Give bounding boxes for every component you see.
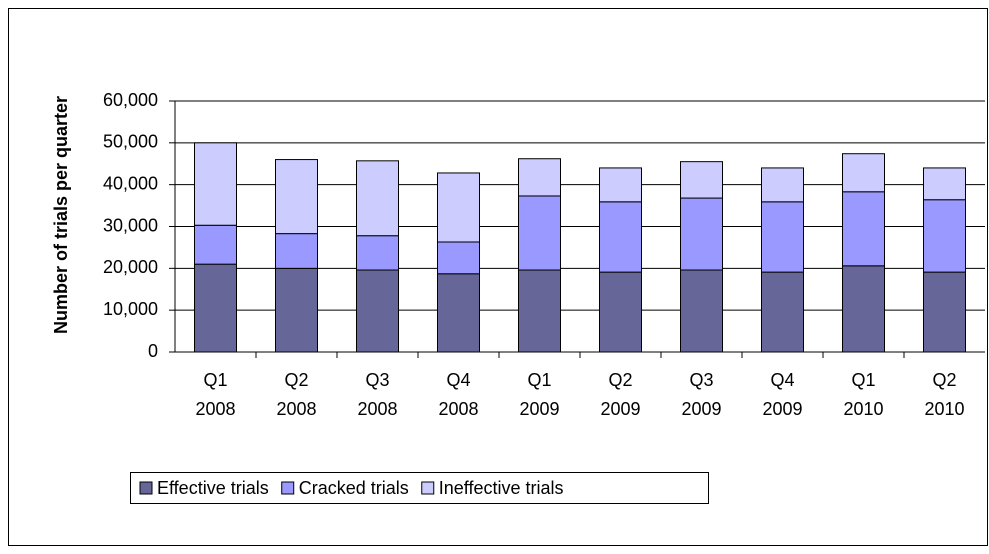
bar-segment: [842, 153, 885, 193]
bar-segment: [356, 160, 399, 237]
x-tick-label: Q1 2008: [195, 370, 235, 419]
bar-segment: [275, 233, 318, 269]
bar-segment: [437, 172, 480, 243]
x-tick-label: Q2 2008: [276, 370, 316, 419]
y-tick-label: 0: [148, 341, 158, 361]
bar-segment: [356, 269, 399, 353]
bar-segment: [923, 199, 966, 273]
bar-segment: [680, 269, 723, 353]
x-tick-label: Q2 2010: [924, 370, 964, 419]
bar-segment: [356, 235, 399, 271]
x-tick-label: Q1 2009: [519, 370, 559, 419]
bar-segment: [842, 191, 885, 267]
y-tick-label: 60,000: [103, 90, 158, 110]
bar-segment: [599, 271, 642, 353]
legend-label: Effective trials: [157, 478, 269, 498]
y-tick-label: 20,000: [103, 257, 158, 277]
bar-segment: [275, 159, 318, 235]
x-tick-label: Q3 2009: [681, 370, 721, 419]
bar-segment: [761, 271, 804, 353]
legend-label: Cracked trials: [299, 478, 409, 498]
bar-segment: [518, 269, 561, 353]
bar-segment: [599, 201, 642, 273]
bar-segment: [194, 142, 237, 226]
bar-segment: [680, 161, 723, 199]
y-tick-label: 30,000: [103, 215, 158, 235]
bar-segment: [518, 158, 561, 197]
bar-segment: [761, 201, 804, 273]
y-tick-label: 40,000: [103, 173, 158, 193]
bar-segment: [518, 195, 561, 271]
x-tick-label: Q4 2009: [762, 370, 802, 419]
bar-segment: [842, 265, 885, 353]
x-tick-label: Q3 2008: [357, 370, 397, 419]
bar-segment: [437, 273, 480, 353]
bar-segment: [194, 224, 237, 265]
bar-segment: [923, 167, 966, 201]
x-tick-label: Q1 2010: [843, 370, 883, 419]
y-tick-label: 10,000: [103, 299, 158, 319]
x-tick-label: Q2 2009: [600, 370, 640, 419]
y-tick-label: 50,000: [103, 132, 158, 152]
bar-segment: [680, 197, 723, 271]
bar-segment: [923, 271, 966, 353]
legend-swatch: [139, 481, 153, 495]
legend: [130, 472, 709, 504]
bar-segment: [275, 267, 318, 353]
x-tick-label: Q4 2008: [438, 370, 478, 419]
legend-swatch: [421, 481, 435, 495]
chart-frame: [8, 8, 988, 546]
bar-segment: [194, 263, 237, 353]
bar-segment: [437, 241, 480, 275]
y-axis-label: Number of trials per quarter: [51, 96, 71, 334]
bar-segment: [761, 167, 804, 203]
legend-label: Ineffective trials: [439, 478, 564, 498]
legend-swatch: [281, 481, 295, 495]
bar-segment: [599, 167, 642, 203]
